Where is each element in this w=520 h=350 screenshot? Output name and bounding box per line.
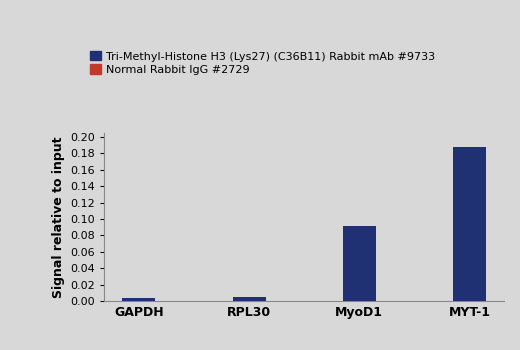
Bar (343, 226, 376, 301)
Y-axis label: Signal relative to input: Signal relative to input (51, 136, 64, 298)
Bar (232, 297, 266, 301)
Bar (122, 298, 155, 301)
Legend: Tri-Methyl-Histone H3 (Lys27) (C36B11) Rabbit mAb #9733, Normal Rabbit IgG #2729: Tri-Methyl-Histone H3 (Lys27) (C36B11) R… (89, 51, 435, 75)
Bar (453, 147, 486, 301)
